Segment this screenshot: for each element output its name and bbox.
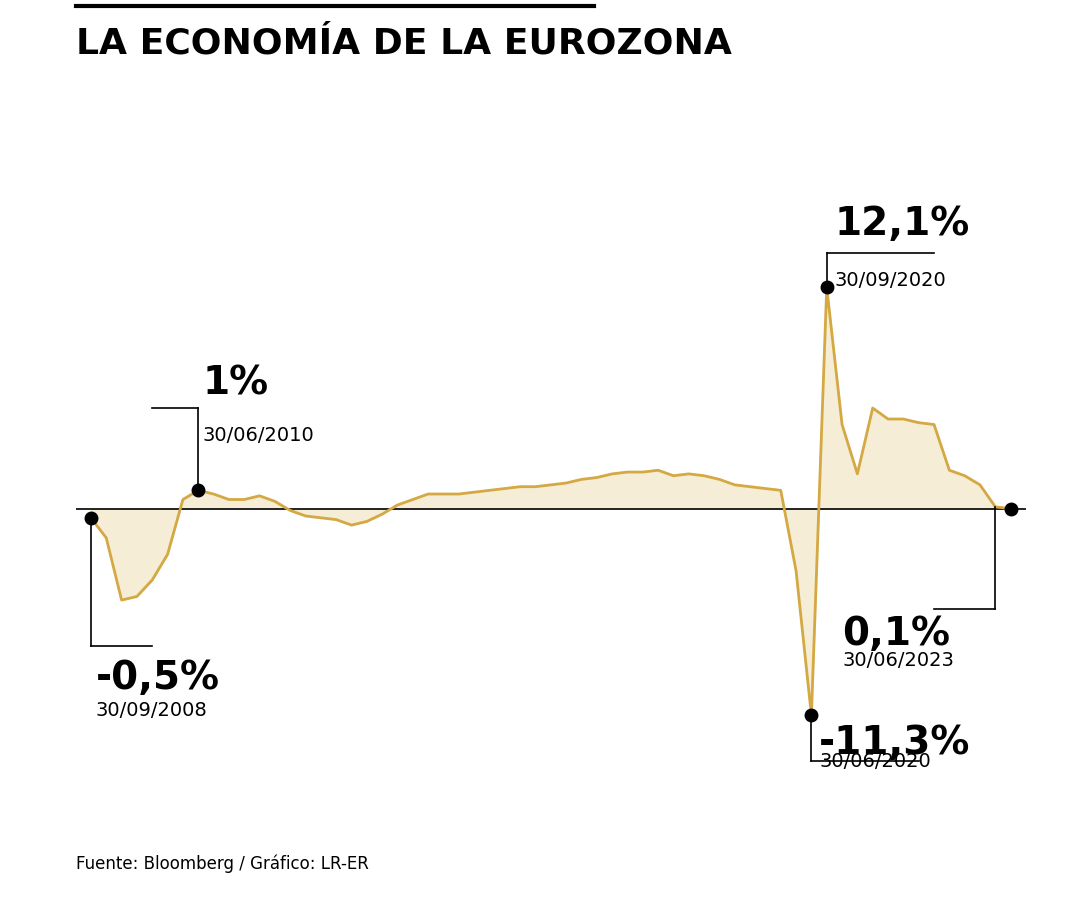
Text: -0,5%: -0,5%	[95, 659, 219, 697]
Text: 30/06/2020: 30/06/2020	[819, 752, 931, 771]
Text: 1%: 1%	[203, 364, 269, 402]
Text: 30/06/2010: 30/06/2010	[203, 427, 314, 446]
Text: Fuente: Bloomberg / Gráfico: LR-ER: Fuente: Bloomberg / Gráfico: LR-ER	[76, 854, 368, 873]
Text: 0,1%: 0,1%	[842, 615, 950, 652]
Text: 12,1%: 12,1%	[835, 205, 970, 243]
Text: 30/09/2020: 30/09/2020	[835, 271, 946, 290]
Text: 30/06/2023: 30/06/2023	[842, 652, 954, 670]
Text: -11,3%: -11,3%	[819, 724, 971, 762]
Text: 30/09/2008: 30/09/2008	[95, 701, 207, 720]
Text: LA ECONOMÍA DE LA EUROZONA: LA ECONOMÍA DE LA EUROZONA	[76, 27, 731, 61]
